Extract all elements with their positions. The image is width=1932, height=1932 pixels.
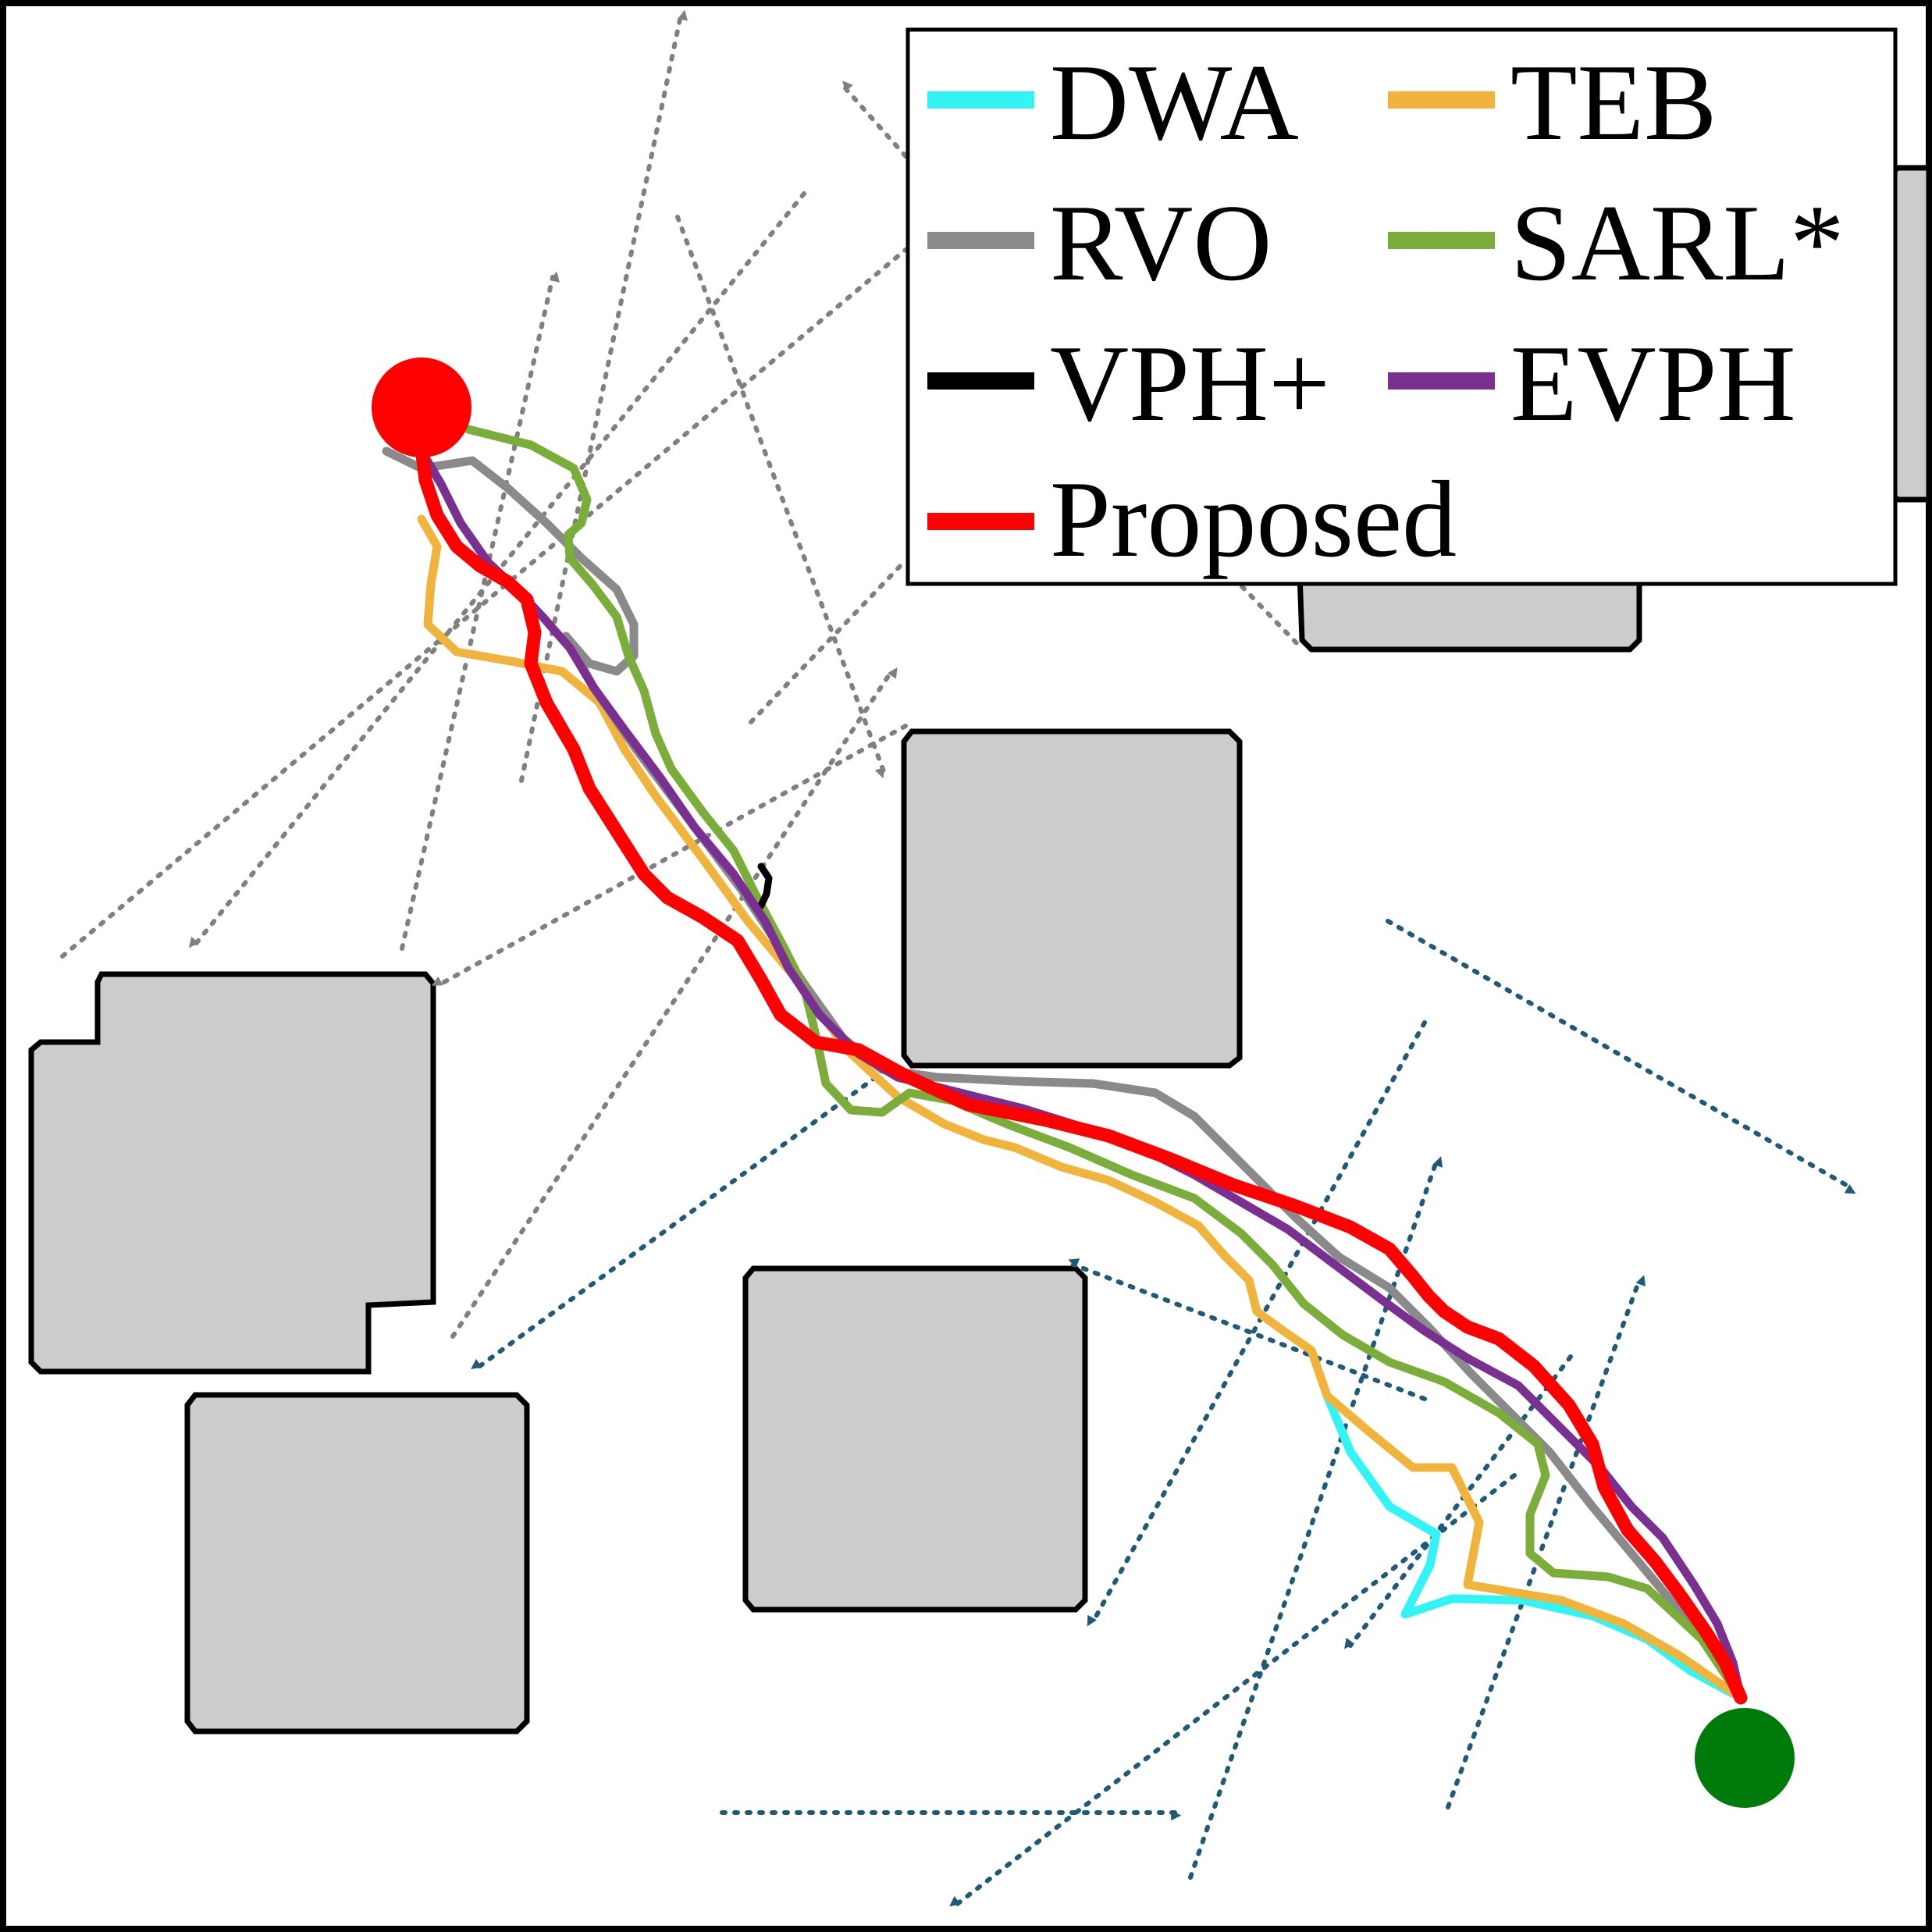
ped-arrow [1231,575,1302,649]
blue-pedestrian-arrows [471,919,1856,1907]
obstacle-left-bottom [184,1392,530,1735]
ped-arrow [1188,1156,1443,1880]
legend-entry-dwa: DWA [927,42,1299,163]
trajectory-sarl [417,401,1745,1703]
obstacle-center-bottom [742,1265,1088,1613]
ped-arrow [400,271,560,951]
robot-trajectories [382,401,1748,1705]
ped-arrow [188,191,806,948]
ped-arrow [842,80,908,158]
legend-entry-rvo: RVO [927,183,1272,304]
legend-entry-proposed: Proposed [927,459,1457,580]
trajectory-vph-plus [757,863,773,909]
start-marker [372,358,471,457]
legend-label-proposed: Proposed [1050,459,1457,580]
ped-arrow [749,558,908,724]
legend-label-dwa: DWA [1050,42,1299,163]
legend-label-rvo: RVO [1050,183,1272,304]
trajectory-teb [417,514,1745,1703]
goal-marker [1695,1708,1795,1808]
legend-box [906,27,1898,586]
ped-arrow [471,1075,878,1370]
ped-arrow [949,1473,1517,1907]
ped-arrow [431,724,908,987]
ped-arrow [1386,919,1856,1194]
ped-arrow [60,247,908,959]
legend-label-teb: TEB [1510,42,1717,163]
obstacles [28,165,1932,1735]
legend-entry-vph-plus: VPH+ [927,323,1330,444]
ped-arrow [1087,1020,1427,1627]
legend-label-evph: EVPH [1510,323,1796,444]
obstacle-center-top [901,728,1243,1069]
gray-pedestrian-arrows [60,9,1302,1339]
legend-label-vph-plus: VPH+ [1050,323,1330,444]
ped-arrow [519,9,688,783]
legend-entry-evph: EVPH [1388,323,1796,444]
legend: DWA TEB RVO SARL* VPH+ EVPH Proposed [906,27,1898,586]
legend-label-sarl: SARL* [1510,183,1845,304]
legend-entry-sarl: SARL* [1388,183,1845,304]
ped-arrow [675,215,886,779]
legend-entry-teb: TEB [1388,42,1717,163]
ped-arrow [450,667,898,1339]
trajectory-proposed [415,405,1748,1705]
ped-arrow [1446,1275,1646,1809]
ped-arrow [1068,1258,1427,1401]
